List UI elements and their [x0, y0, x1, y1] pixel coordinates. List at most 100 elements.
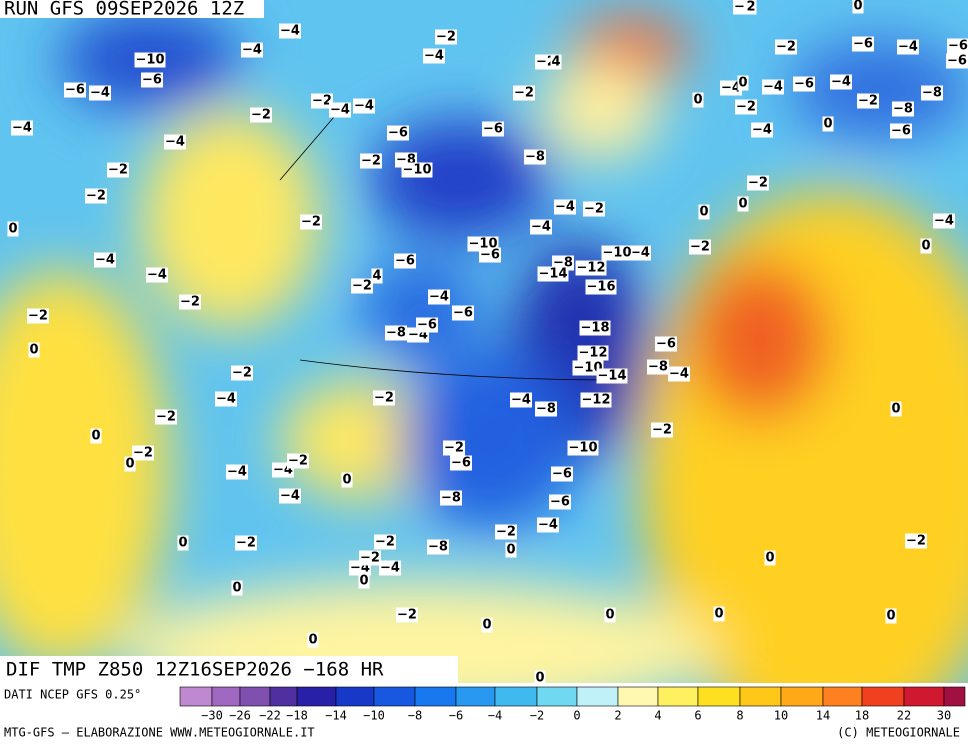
contour-label: −6 [395, 254, 415, 269]
label-box [373, 390, 395, 406]
contour-label: −4 [898, 40, 918, 55]
label-box [90, 428, 102, 444]
contour-label: 0 [125, 457, 134, 472]
label-box [713, 606, 725, 622]
label-box [933, 213, 955, 229]
label-box [629, 245, 651, 261]
label-box [396, 607, 418, 623]
contour-label: −2 [436, 30, 456, 45]
label-box [764, 550, 776, 566]
source-label: DATI NCEP GFS 0.25° [4, 688, 141, 702]
contour-label: −4 [90, 86, 110, 101]
colorbar-box [739, 686, 782, 707]
label-box [572, 360, 604, 376]
label-box [510, 392, 532, 408]
label-box [226, 464, 248, 480]
colorbar-tick-label: −4 [488, 709, 502, 723]
label-box [830, 74, 852, 90]
label-box [329, 102, 351, 118]
run-box [0, 0, 264, 18]
contour-label: 0 [891, 402, 900, 417]
contour-label: −4 [165, 135, 185, 150]
label-box [379, 560, 401, 576]
contour-label: −4 [555, 200, 575, 215]
contour-label: −8 [525, 150, 545, 165]
label-box [537, 266, 569, 282]
contour-label: 0 [853, 0, 862, 14]
label-box [530, 219, 552, 235]
label-box [479, 247, 501, 263]
label-box [452, 305, 474, 321]
contour-label: −4 [752, 123, 772, 138]
contour-label: −2 [375, 535, 395, 550]
contour-label: −6 [656, 337, 676, 352]
contour-label: −2 [690, 240, 710, 255]
contour-label: −10 [403, 163, 432, 178]
contour-label: −4 [12, 121, 32, 136]
label-box [655, 336, 677, 352]
contour-label: −10 [603, 246, 632, 261]
contour-label: −6 [451, 456, 471, 471]
contour-label: 0 [232, 581, 241, 596]
label-box [435, 29, 457, 45]
contour-label: −2 [496, 525, 516, 540]
label-box [401, 162, 433, 178]
label-box [857, 93, 879, 109]
colorbar-tick-label: 14 [816, 709, 830, 723]
contour-label: −2 [584, 202, 604, 217]
colorbar-box [494, 686, 538, 707]
colorbar: −30 −26 −22 −18 −14 −10 −8 −6 −4 −2 0 2 4 6 8 10 14 18 22 3… [179, 686, 966, 723]
contour-label: −6 [142, 73, 162, 88]
contour-label: −2 [232, 366, 252, 381]
label-box [11, 120, 33, 136]
label-box [179, 294, 201, 310]
colorbar-tick-label: −30 [201, 709, 223, 723]
contour-label: 0 [823, 117, 832, 132]
label-box [524, 149, 546, 165]
label-box [890, 123, 912, 139]
label-box [177, 535, 189, 551]
contour-label: 0 [506, 543, 515, 558]
label-box [534, 670, 546, 683]
colorbar-box [943, 686, 966, 707]
label-box [495, 524, 517, 540]
label-box [241, 42, 263, 58]
contour-label: −4 [669, 367, 689, 382]
contour-label: −2 [397, 608, 417, 623]
label-box [550, 54, 562, 70]
contour-label: −6 [891, 124, 911, 139]
contour-label: −4 [429, 290, 449, 305]
contour-label: 0 [308, 633, 317, 648]
contour-label: −2 [301, 215, 321, 230]
label-box [351, 278, 373, 294]
label-box [360, 153, 382, 169]
contour-label: −6 [65, 83, 85, 98]
label-box [947, 38, 968, 54]
colorbar-tick-label: 2 [614, 709, 621, 723]
colorbar-tick-label: 8 [736, 709, 743, 723]
label-box [890, 401, 902, 417]
colorbar-tick-label: −18 [286, 709, 308, 723]
label-box [443, 440, 465, 456]
label-box [287, 453, 309, 469]
label-box [604, 607, 616, 623]
contour-label: −4 [242, 43, 262, 58]
contour-labels: −10 −4 −4 −2 −4 −6 −4 −6 −4 −4 −2 −2 −4 −4 −2 −2 0 −6 −6 −8… [7, 0, 968, 686]
label-box [141, 72, 163, 88]
label-box [692, 92, 704, 108]
contour-label: −2 [736, 100, 756, 115]
contour-label: 0 [605, 608, 614, 623]
contour-label: −6 [552, 467, 572, 482]
contour-label: −8 [648, 360, 668, 375]
contour-label: −6 [417, 318, 437, 333]
label-box [537, 517, 559, 533]
contour-label: −4 [763, 80, 783, 95]
contour-label: 0 [535, 671, 544, 686]
label-box [551, 466, 573, 482]
label-box [577, 345, 609, 361]
contour-label: −6 [853, 37, 873, 52]
contour-label: −2 [748, 176, 768, 191]
label-box [394, 253, 416, 269]
label-box [64, 82, 86, 98]
contour-label: −2 [352, 279, 372, 294]
